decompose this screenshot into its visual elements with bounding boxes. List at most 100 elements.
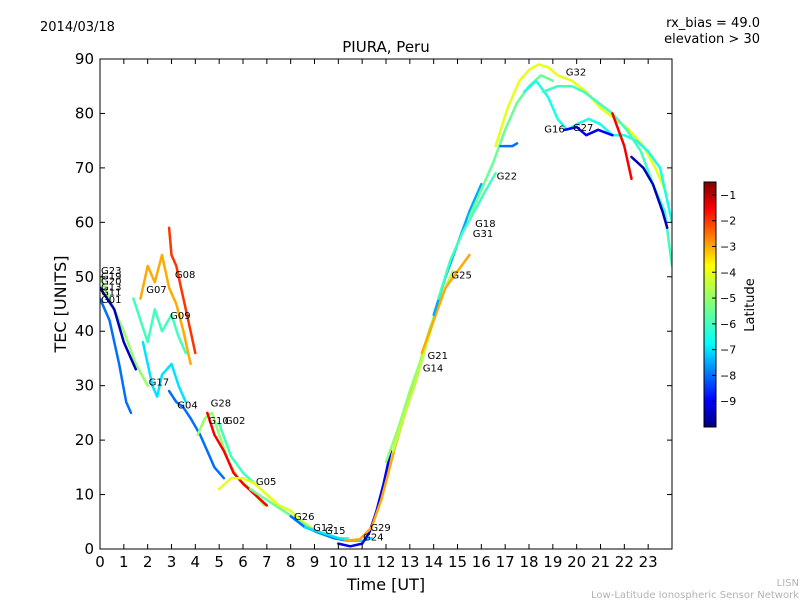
- colorbar-label: Latitude: [743, 278, 758, 332]
- x-axis-label: Time [UT]: [346, 575, 425, 594]
- y-tick-label: 10: [75, 486, 94, 504]
- y-axis-label: TEC [UNITS]: [51, 256, 70, 354]
- prn-label-g24: G24: [363, 532, 383, 543]
- x-tick-label: 0: [95, 553, 105, 571]
- y-tick-label: 80: [75, 104, 94, 122]
- prn-label-g04: G04: [177, 401, 197, 412]
- series-g08: [167, 226, 197, 355]
- x-tick-label: 17: [496, 553, 515, 571]
- series-g01: [100, 297, 133, 415]
- prn-label-g09: G09: [170, 311, 190, 322]
- series-g03: [100, 286, 138, 371]
- y-tick-label: 60: [75, 213, 94, 231]
- colorbar: −1 −2 −3 −4 −5 −6 −7 −8 −9 Latitude: [703, 181, 758, 428]
- x-tick-label: 4: [191, 553, 201, 571]
- prn-label-g23: G23: [101, 266, 121, 277]
- x-tick-label: 1: [119, 553, 129, 571]
- x-tick-label: 18: [519, 553, 538, 571]
- x-tick-label: 19: [543, 553, 562, 571]
- series-g24: [337, 449, 393, 548]
- colorbar-tick-label: −7: [720, 344, 736, 357]
- y-tick-label: 90: [75, 50, 94, 68]
- x-tick-label: 9: [310, 553, 320, 571]
- prn-label-g27: G27: [573, 123, 593, 134]
- prn-label-g32: G32: [566, 67, 586, 78]
- prn-label-g05: G05: [256, 477, 276, 488]
- series-g31: [437, 172, 497, 300]
- x-tick-label: 11: [353, 553, 372, 571]
- x-tick-label: 8: [286, 553, 296, 571]
- prn-label-g26: G26: [294, 512, 314, 523]
- prn-label-g17: G17: [149, 378, 169, 389]
- series-g27: [522, 79, 672, 224]
- series-g25: [420, 253, 471, 355]
- prn-label-g13: G13: [101, 282, 121, 293]
- date-label: 2014/03/18: [40, 20, 115, 35]
- x-tick-label: 14: [424, 553, 443, 571]
- prn-label-g07: G07: [146, 285, 166, 296]
- prn-label-g22: G22: [497, 171, 517, 182]
- prn-label-g19: G19: [101, 272, 121, 283]
- series-g22: [468, 74, 555, 219]
- y-tick-label: 70: [75, 159, 94, 177]
- colorbar-gradient: [703, 181, 717, 428]
- chart-title: PIURA, Peru: [342, 38, 429, 56]
- series-g07: [139, 253, 192, 366]
- series-g29: [344, 378, 416, 543]
- prn-label-g29: G29: [370, 523, 390, 534]
- series-g32: [494, 63, 669, 197]
- watermark-lisn: LISN: [777, 578, 799, 589]
- series-g09: [132, 297, 188, 355]
- watermark-network: Low-Latitude Ionospheric Sensor Network: [591, 590, 799, 600]
- prn-label-g15: G15: [325, 526, 345, 537]
- x-tick-label: 13: [400, 553, 419, 571]
- colorbar-tick-label: −3: [720, 240, 736, 253]
- x-tick-label: 6: [238, 553, 248, 571]
- prn-label-g20: G20: [101, 276, 121, 287]
- y-tick-label: 0: [84, 540, 94, 558]
- y-tick-label: 40: [75, 322, 94, 340]
- series-g16: [499, 142, 519, 148]
- x-tick-label: 15: [448, 553, 467, 571]
- series-g05: [217, 476, 316, 532]
- prn-label-g12: G12: [313, 523, 333, 534]
- prn-label-g21: G21: [428, 351, 448, 362]
- prn-label-g08: G08: [175, 270, 195, 281]
- y-tick-label: 50: [75, 268, 94, 286]
- prn-label-g02: G02: [225, 416, 245, 427]
- series-g06: [611, 112, 633, 181]
- x-tick-label: 22: [615, 553, 634, 571]
- series-g17: [141, 340, 188, 404]
- prn-label-g01: G01: [101, 295, 121, 306]
- prn-label-g14: G14: [423, 364, 443, 375]
- colorbar-ticks: −1 −2 −3 −4 −5 −6 −7 −8 −9: [712, 189, 736, 408]
- colorbar-tick-label: −6: [720, 318, 736, 331]
- x-tick-label: 10: [329, 553, 348, 571]
- prn-label-g31: G31: [473, 229, 493, 240]
- x-tick-label: 7: [262, 553, 272, 571]
- series-g23: [100, 275, 149, 387]
- series-g11: [563, 125, 614, 137]
- colorbar-tick-label: −2: [720, 215, 736, 228]
- x-tick-label: 5: [214, 553, 224, 571]
- axis-ticks: 0 1 2 3 4 5 6 7 8 9 10 11 12 13 14 15 16 17 18 19 20 21 22 2301…: [75, 50, 672, 571]
- x-tick-label: 23: [639, 553, 658, 571]
- x-tick-label: 12: [376, 553, 395, 571]
- rx-bias-label: rx_bias = 49.0: [666, 16, 760, 31]
- prn-label-g10: G10: [208, 416, 228, 427]
- y-tick-label: 30: [75, 377, 94, 395]
- prn-label-g25: G25: [451, 270, 471, 281]
- plot-area: [100, 63, 672, 548]
- x-tick-label: 20: [567, 553, 586, 571]
- colorbar-tick-label: −1: [720, 189, 736, 202]
- prn-label-g16: G16: [544, 125, 564, 136]
- series-g13: [630, 155, 669, 230]
- prn-label-g18: G18: [475, 219, 495, 230]
- series-g04: [167, 389, 226, 480]
- series-g10: [206, 411, 269, 507]
- elevation-label: elevation > 30: [664, 32, 760, 47]
- y-tick-label: 20: [75, 431, 94, 449]
- x-tick-label: 2: [143, 553, 153, 571]
- x-tick-label: 21: [591, 553, 610, 571]
